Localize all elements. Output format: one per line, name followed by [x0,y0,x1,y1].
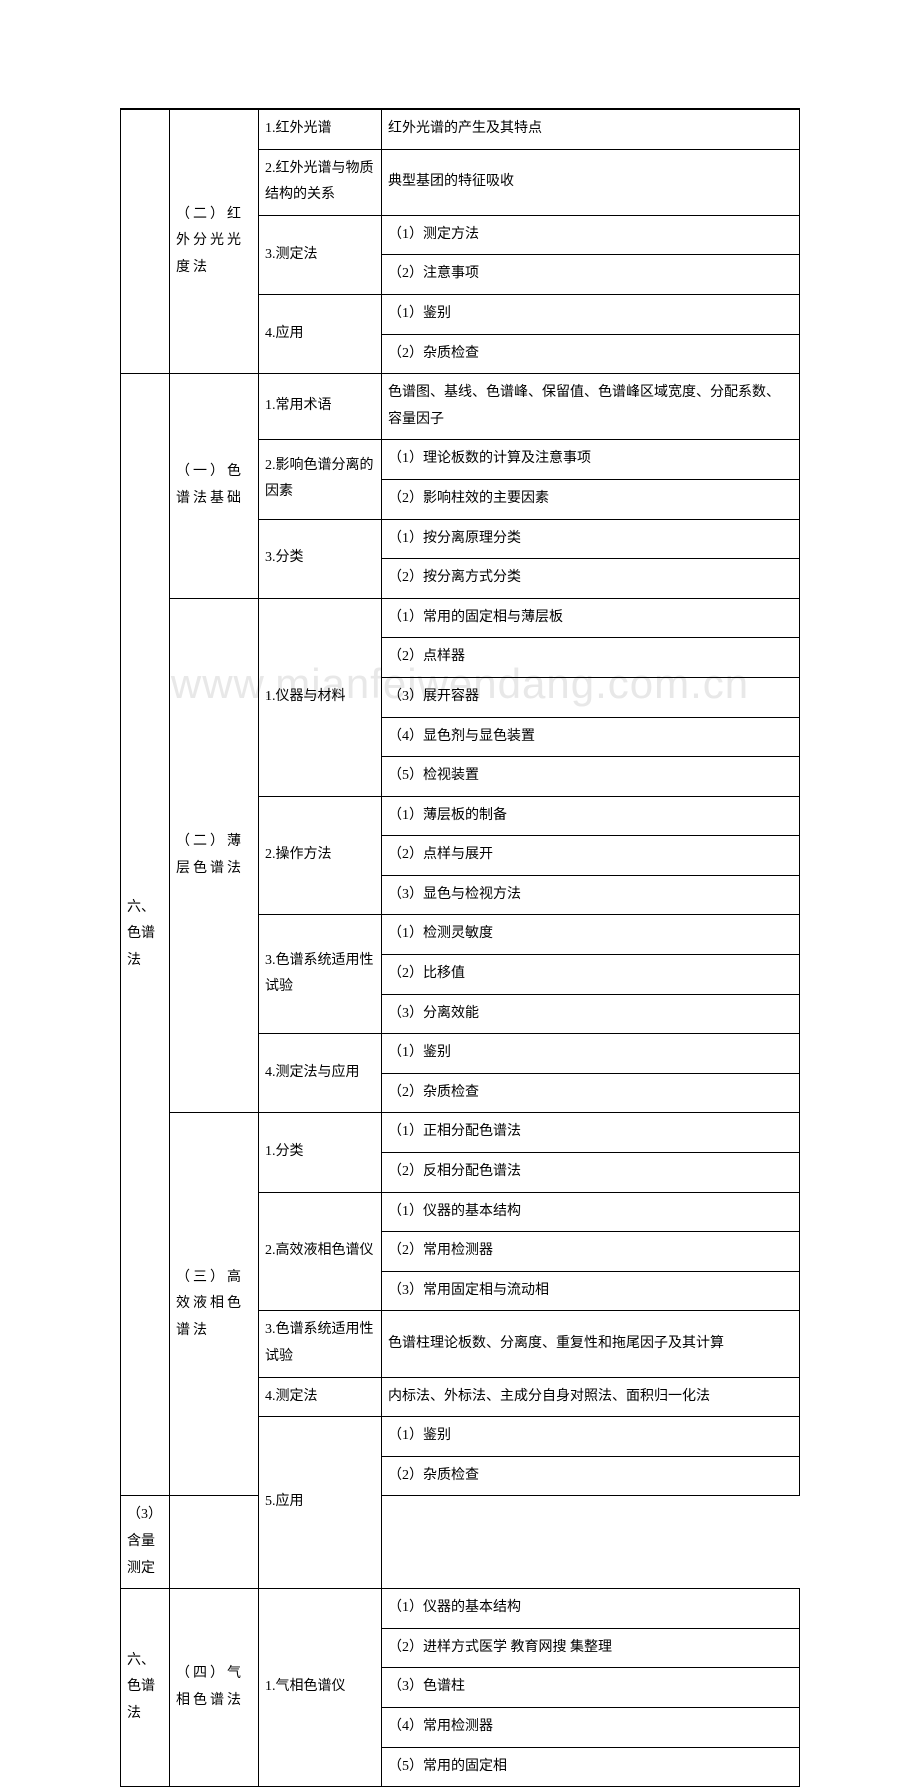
col-topic: 1.气相色谱仪 [259,1589,382,1787]
col-detail: （4）显色剂与显色装置 [382,717,800,757]
col-subsection: （四）气相色谱法 [170,1589,259,1787]
col-detail: （1）按分离原理分类 [382,519,800,559]
col-topic: 4.测定法与应用 [259,1034,382,1113]
col-detail: （2）杂质检查 [382,1456,800,1496]
col-topic: 3.分类 [259,519,382,598]
col-detail: （2）反相分配色谱法 [382,1153,800,1193]
col-topic: 1.常用术语 [259,374,382,440]
col-detail: （2）影响柱效的主要因素 [382,479,800,519]
col-detail: （1）鉴别 [382,294,800,334]
col-topic: 3.测定法 [259,215,382,294]
col-section: 六、色谱法 [121,374,170,1496]
col-topic: 4.测定法 [259,1377,382,1417]
col-detail: （2）按分离方式分类 [382,559,800,599]
col-detail: （2）比移值 [382,955,800,995]
col-subsection: （二）薄层色谱法 [170,598,259,1113]
col-detail: （3）常用固定相与流动相 [382,1271,800,1311]
col-detail: （2）常用检测器 [382,1232,800,1272]
col-detail: （2）杂质检查 [382,1073,800,1113]
col-detail: 内标法、外标法、主成分自身对照法、面积归一化法 [382,1377,800,1417]
col-detail: （2）点样器 [382,638,800,678]
table-row: （二）薄层色谱法1.仪器与材料（1）常用的固定相与薄层板 [121,598,800,638]
col-topic: 5.应用 [259,1417,382,1589]
col-detail: （3）显色与检视方法 [382,875,800,915]
col-detail: 红外光谱的产生及其特点 [382,109,800,149]
table-row: （3）含量测定 [121,1496,800,1589]
col-subsection: （三）高效液相色谱法 [170,1113,259,1496]
col-detail: （1）测定方法 [382,215,800,255]
col-detail: （5）检视装置 [382,757,800,797]
table-row: （二）红外分光光度法1.红外光谱红外光谱的产生及其特点 [121,109,800,149]
col-detail: （2）进样方式医学 教育网搜 集整理 [382,1628,800,1668]
col-detail: （1）仪器的基本结构 [382,1192,800,1232]
table-row: 六、色谱法（一）色谱法基础1.常用术语色谱图、基线、色谱峰、保留值、色谱峰区域宽… [121,374,800,440]
col-section [121,109,170,374]
col-subsection: （二）红外分光光度法 [170,109,259,374]
col-detail: （1）理论板数的计算及注意事项 [382,440,800,480]
col-section: 六、色谱法 [121,1589,170,1787]
col-detail: （1）检测灵敏度 [382,915,800,955]
col-topic: 1.红外光谱 [259,109,382,149]
col-detail: （1）正相分配色谱法 [382,1113,800,1153]
col-detail: （2）杂质检查 [382,334,800,374]
col-detail: （3）色谱柱 [382,1668,800,1708]
col-topic: 1.仪器与材料 [259,598,382,796]
col-detail: 典型基团的特征吸收 [382,149,800,215]
col-topic: 3.色谱系统适用性试验 [259,915,382,1034]
col-detail: （4）常用检测器 [382,1707,800,1747]
col-detail: （2）注意事项 [382,255,800,295]
col-detail: （3）分离效能 [382,994,800,1034]
col-detail: （2）点样与展开 [382,836,800,876]
col-detail: （1）薄层板的制备 [382,796,800,836]
col-detail: （1）鉴别 [382,1417,800,1457]
col-topic: 3.色谱系统适用性试验 [259,1311,382,1377]
col-detail: 色谱图、基线、色谱峰、保留值、色谱峰区域宽度、分配系数、容量因子 [382,374,800,440]
col-detail: （3）含量测定 [121,1496,170,1589]
col-detail: （5）常用的固定相 [382,1747,800,1787]
col-topic: 2.影响色谱分离的因素 [259,440,382,519]
col-detail: （3）展开容器 [382,677,800,717]
table-row: 六、色谱法（四）气相色谱法1.气相色谱仪（1）仪器的基本结构 [121,1589,800,1629]
col-detail: （1）常用的固定相与薄层板 [382,598,800,638]
col-topic: 1.分类 [259,1113,382,1192]
col-topic: 4.应用 [259,294,382,373]
col-topic: 2.操作方法 [259,796,382,915]
col-topic: 2.高效液相色谱仪 [259,1192,382,1311]
col-detail: （1）鉴别 [382,1034,800,1074]
col-topic: 2.红外光谱与物质结构的关系 [259,149,382,215]
col-subsection: （一）色谱法基础 [170,374,259,599]
col-detail: （1）仪器的基本结构 [382,1589,800,1629]
table-row: （三）高效液相色谱法1.分类（1）正相分配色谱法 [121,1113,800,1153]
syllabus-table: （二）红外分光光度法1.红外光谱红外光谱的产生及其特点2.红外光谱与物质结构的关… [120,108,800,1787]
col-detail: 色谱柱理论板数、分离度、重复性和拖尾因子及其计算 [382,1311,800,1377]
